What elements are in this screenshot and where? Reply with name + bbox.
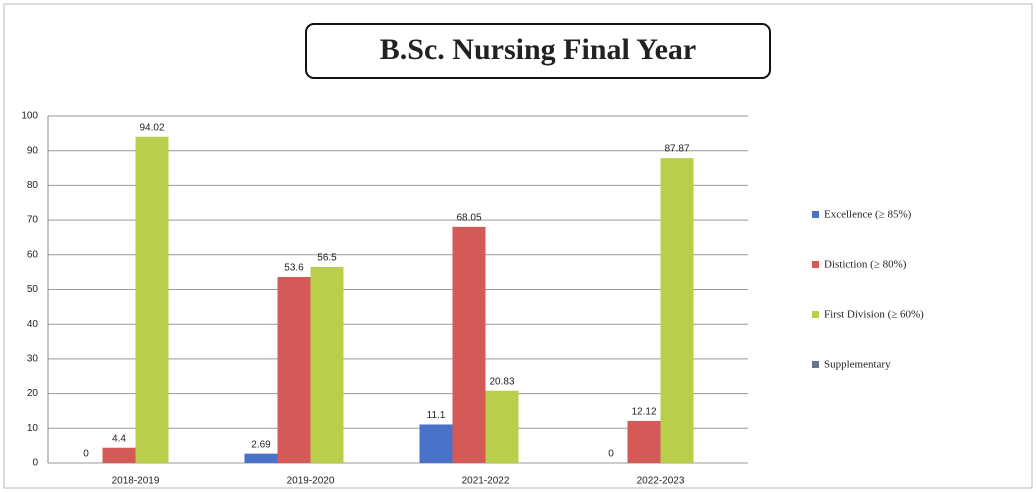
data-label: 68.05	[456, 213, 481, 224]
y-tick-label: 90	[27, 145, 39, 156]
legend-label: Distiction (≥ 80%)	[824, 259, 907, 271]
data-label: 11.1	[427, 410, 446, 421]
data-label: 0	[83, 449, 89, 460]
y-tick-label: 0	[32, 458, 38, 469]
data-label: 12.12	[631, 407, 656, 418]
y-tick-label: 70	[27, 215, 39, 226]
legend-label: Excellence (≥ 85%)	[824, 209, 912, 221]
x-tick-label: 2019-2020	[287, 476, 335, 487]
data-label: 56.5	[317, 253, 337, 264]
y-tick-label: 40	[27, 319, 39, 330]
x-tick-label: 2022-2023	[637, 476, 685, 487]
data-label: 0	[608, 449, 614, 460]
bar	[102, 447, 136, 463]
chart-border	[3, 3, 1033, 489]
data-label: 4.4	[112, 433, 126, 444]
bar	[277, 277, 311, 463]
bar	[485, 390, 519, 463]
legend-label: Supplementary	[824, 359, 891, 371]
y-tick-label: 30	[27, 354, 39, 365]
bar	[310, 266, 344, 463]
y-tick-label: 50	[27, 284, 39, 295]
x-tick-label: 2018-2019	[112, 476, 160, 487]
bar	[244, 453, 278, 463]
y-tick-label: 100	[21, 111, 38, 122]
data-label: 87.87	[664, 144, 689, 155]
legend: Excellence (≥ 85%) Distiction (≥ 80%) Firs…	[812, 209, 924, 371]
bar	[627, 420, 661, 463]
data-label: 53.6	[284, 263, 304, 274]
title-box	[305, 23, 771, 79]
data-label: 2.69	[251, 439, 271, 450]
y-tick-label: 20	[27, 388, 39, 399]
bar	[660, 158, 694, 463]
bar	[452, 226, 486, 463]
data-label: 20.83	[489, 376, 514, 387]
data-label: 94.02	[139, 122, 164, 133]
chart-title: B.Sc. Nursing Final Year	[380, 33, 696, 66]
y-tick-label: 10	[27, 423, 39, 434]
legend-swatch	[812, 311, 819, 318]
legend-swatch	[812, 211, 819, 218]
bar	[135, 136, 169, 463]
legend-label: First Division (≥ 60%)	[824, 309, 924, 321]
y-tick-label: 60	[27, 249, 39, 260]
x-tick-label: 2021-2022	[462, 476, 510, 487]
bar	[419, 424, 453, 463]
legend-swatch	[812, 361, 819, 368]
legend-swatch	[812, 261, 819, 268]
y-tick-label: 80	[27, 180, 39, 191]
